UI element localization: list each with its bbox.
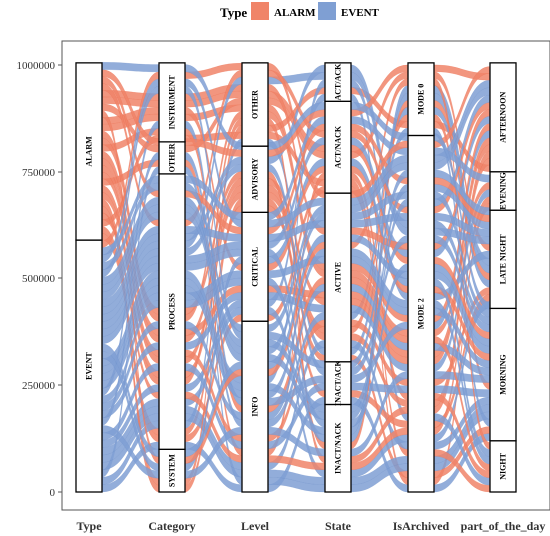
stratum-label: ALARM	[85, 136, 94, 167]
legend-label-alarm: ALARM	[274, 7, 316, 19]
stratum-label: PROCESS	[168, 293, 177, 330]
y-tick-label: 0	[50, 487, 56, 499]
strata-layer: EVENT ALARM SYSTEM PROCESS OTHER INSTRUMENT IN…	[75, 62, 517, 493]
stratum-label: LATE NIGHT	[499, 234, 508, 285]
stratum-box	[324, 100, 352, 194]
stratum-label: ACT/NACK	[334, 125, 343, 168]
stratum-label: MODE 2	[417, 298, 426, 329]
stratum-label: ADVISORY	[251, 158, 260, 201]
y-tick-label: 750000	[22, 167, 56, 179]
legend: Type ALARM EVENT	[220, 2, 380, 20]
stratum-label: INSTRUMENT	[168, 75, 177, 130]
stratum-box	[324, 403, 352, 493]
stratum-box	[324, 192, 352, 363]
stratum-label: CRITICAL	[251, 247, 260, 287]
x-axis: Type Category Level State IsArchived par…	[76, 519, 545, 533]
y-tick-label: 500000	[22, 273, 56, 285]
x-axis-label-part-of-the-day: part_of_the_day	[461, 519, 546, 533]
stratum-box	[75, 239, 103, 493]
stratum-box	[158, 62, 186, 143]
stratum-box	[407, 134, 435, 493]
stratum-label: AFTERNOON	[499, 92, 508, 143]
x-axis-label-type: Type	[76, 519, 102, 533]
stratum-box	[407, 62, 435, 137]
legend-swatch-event	[318, 2, 336, 20]
stratum-label: MORNING	[499, 354, 508, 394]
stratum-label: EVENING	[499, 172, 508, 209]
x-axis-label-state: State	[325, 519, 352, 533]
stratum-label: INFO	[251, 397, 260, 417]
y-tick-label: 250000	[22, 380, 56, 392]
stratum-label: ACTIVE	[334, 262, 343, 293]
stratum-label: MODE 0	[417, 84, 426, 115]
legend-label-event: EVENT	[341, 7, 380, 19]
plot-panel-border	[61, 40, 550, 511]
stratum-label: OTHER	[251, 90, 260, 119]
y-tick-label: 1000000	[17, 60, 56, 72]
stratum-box	[241, 145, 269, 213]
stratum-label: INACT/NACK	[334, 422, 343, 474]
stratum-label: SYSTEM	[168, 454, 177, 487]
stratum-box	[241, 211, 269, 322]
x-axis-label-category: Category	[148, 519, 195, 533]
stratum-box	[324, 361, 352, 406]
stratum-label: ACT/ACK	[334, 63, 343, 101]
x-axis-label-level: Level	[241, 519, 270, 533]
stratum-box	[489, 171, 517, 211]
stratum-label: NIGHT	[499, 452, 508, 479]
stratum-box	[324, 62, 352, 102]
y-axis: 0 250000 500000 750000 1000000	[17, 60, 62, 499]
stratum-box	[489, 62, 517, 173]
stratum-box	[75, 62, 103, 241]
stratum-label: INACT/ACK	[334, 359, 343, 406]
x-axis-label-isarchived: IsArchived	[393, 519, 450, 533]
flow-layer	[101, 62, 491, 493]
stratum-label: EVENT	[85, 352, 94, 380]
stratum-box	[241, 62, 269, 147]
stratum-label: OTHER	[168, 143, 177, 172]
stratum-box	[158, 173, 186, 450]
legend-swatch-alarm	[251, 2, 269, 20]
legend-title: Type	[220, 5, 247, 20]
